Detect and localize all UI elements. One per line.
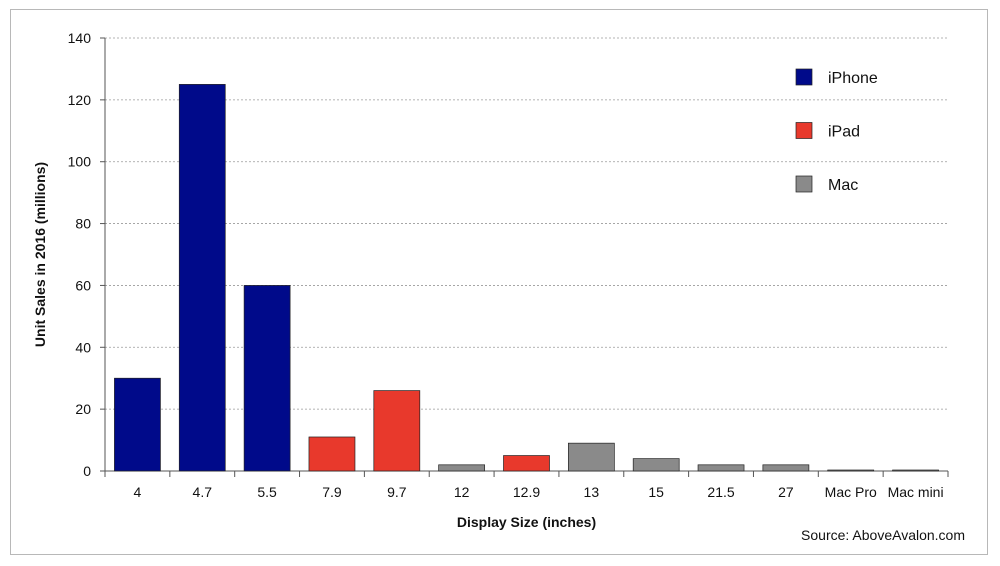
legend-label-iphone: iPhone — [828, 70, 878, 87]
x-tick-label: 7.9 — [322, 484, 342, 500]
y-tick-label: 40 — [75, 339, 91, 355]
x-axis-title: Display Size (inches) — [457, 514, 596, 530]
bar-9-7 — [373, 390, 421, 472]
y-tick-label: 140 — [68, 30, 92, 46]
x-tick-label: 4 — [134, 484, 142, 500]
bar-7-9 — [308, 436, 356, 472]
legend-swatch-iphone — [795, 68, 813, 86]
legend-label-ipad: iPad — [828, 124, 860, 141]
x-tick-label: 9.7 — [387, 484, 407, 500]
x-tick-label: 13 — [584, 484, 600, 500]
y-tick-label: 120 — [68, 92, 92, 108]
bar-21-5 — [697, 464, 745, 472]
bar-12-9 — [503, 455, 550, 472]
legend-swatch-mac — [795, 175, 813, 193]
bar-4-7 — [178, 84, 226, 472]
legend-label-mac: Mac — [828, 177, 858, 194]
bar-mac-pro — [827, 469, 875, 472]
bar-27 — [762, 464, 810, 472]
y-axis-title: Unit Sales in 2016 (millions) — [32, 162, 48, 347]
bar-13 — [567, 442, 615, 472]
x-tick-label: 27 — [778, 484, 794, 500]
legend-swatch-ipad — [795, 122, 813, 139]
bar-15 — [632, 458, 680, 472]
x-tick-label: 12.9 — [513, 484, 540, 500]
bar-5-5 — [243, 285, 291, 472]
y-tick-label: 20 — [75, 401, 91, 417]
x-tick-label: 15 — [648, 484, 664, 500]
x-tick-label: Mac Pro — [825, 484, 877, 500]
y-tick-label: 0 — [83, 463, 91, 479]
source-note: Source: AboveAvalon.com — [801, 527, 965, 543]
x-tick-label: 21.5 — [707, 484, 734, 500]
bar-mac-mini — [892, 469, 939, 472]
x-tick-label: 12 — [454, 484, 470, 500]
x-tick-label: 4.7 — [193, 484, 213, 500]
bar-12 — [438, 464, 486, 472]
bar-4 — [114, 377, 161, 472]
y-tick-label: 80 — [75, 216, 91, 232]
x-tick-label: 5.5 — [257, 484, 277, 500]
y-tick-label: 60 — [75, 277, 91, 293]
y-tick-label: 100 — [68, 154, 92, 170]
x-tick-label: Mac mini — [888, 484, 944, 500]
